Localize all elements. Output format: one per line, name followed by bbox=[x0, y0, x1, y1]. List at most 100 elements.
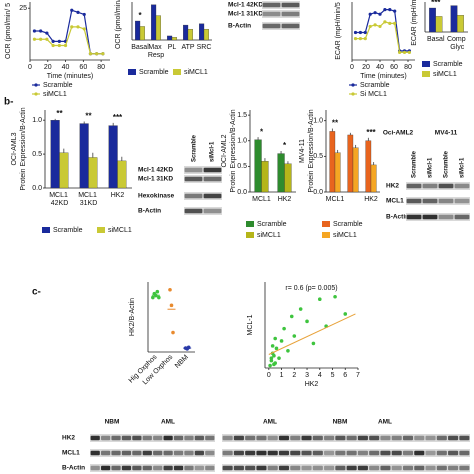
blot-band bbox=[380, 450, 391, 456]
blot-band bbox=[459, 435, 470, 441]
blot-band bbox=[281, 2, 300, 8]
blot-column-label: Scramble bbox=[444, 150, 450, 178]
x-tick-label: 80 bbox=[404, 64, 412, 71]
point bbox=[157, 295, 161, 300]
x-tick-label: Comp Glyc bbox=[447, 36, 468, 51]
point bbox=[398, 50, 402, 54]
y-tick-label: 1.0 bbox=[313, 118, 323, 125]
blot-band bbox=[205, 465, 215, 471]
blot-row-label: MCL1 bbox=[62, 450, 80, 457]
x-tick-label: 80 bbox=[97, 64, 105, 71]
point bbox=[88, 52, 93, 56]
point bbox=[282, 326, 286, 331]
blot-band bbox=[233, 465, 244, 471]
blot-band bbox=[101, 450, 111, 456]
point bbox=[279, 339, 284, 343]
blot-column-label: siMcl-1 bbox=[428, 157, 434, 178]
x-tick-label: Max Resp bbox=[148, 44, 164, 59]
blot-band bbox=[267, 465, 278, 471]
blot-band bbox=[425, 435, 436, 441]
point bbox=[268, 363, 272, 368]
legend-label: siMCL1 bbox=[43, 91, 67, 98]
blot-band bbox=[454, 183, 470, 189]
legend-symbol bbox=[173, 69, 181, 75]
blot-band bbox=[391, 435, 402, 441]
blot-band bbox=[436, 435, 447, 441]
blot-band bbox=[173, 450, 184, 456]
bar bbox=[284, 163, 292, 193]
blot-background bbox=[262, 1, 300, 9]
bar bbox=[59, 152, 69, 189]
legend-symbol bbox=[34, 83, 38, 87]
blot-band bbox=[153, 450, 163, 456]
x-tick-label: ATP bbox=[181, 44, 194, 51]
y-tick-label: 1.0 bbox=[32, 117, 42, 124]
blot-band bbox=[454, 198, 470, 204]
blot-header: AML bbox=[161, 419, 175, 426]
significance: ** bbox=[85, 112, 92, 121]
blot-band bbox=[132, 465, 142, 471]
x-tick-label: Basal bbox=[427, 36, 445, 43]
point bbox=[272, 353, 276, 358]
blot-row-label: B-Actin bbox=[62, 465, 85, 472]
y-axis-label: OCR (pmol/min/ 5 bbox=[115, 0, 122, 49]
blot-band bbox=[422, 183, 438, 189]
point bbox=[168, 287, 172, 292]
x-tick-label: SRC bbox=[197, 44, 212, 51]
blot-band bbox=[101, 435, 111, 441]
blot-background bbox=[90, 464, 215, 472]
blot-row-label: HK2 bbox=[386, 183, 399, 190]
bar bbox=[199, 23, 205, 41]
point bbox=[32, 37, 37, 41]
bar bbox=[135, 20, 141, 41]
blot-row-label: Mcl-1 31KD bbox=[138, 176, 173, 183]
blot-band bbox=[422, 214, 438, 220]
blot-band bbox=[425, 450, 436, 456]
blot-band bbox=[290, 465, 301, 471]
y-axis-label: OCR (pmol/min/ 5 bbox=[5, 3, 12, 59]
bar bbox=[435, 16, 443, 33]
blot-column-label: siMcl-1 bbox=[210, 141, 216, 162]
blot-band bbox=[459, 465, 470, 471]
x-tick-label: 20 bbox=[44, 64, 52, 71]
blot-header: AML bbox=[378, 419, 392, 426]
blot-band bbox=[406, 198, 422, 204]
blot-band bbox=[111, 435, 121, 441]
point bbox=[363, 37, 367, 41]
blot-band bbox=[194, 465, 204, 471]
blot-band bbox=[402, 435, 414, 441]
significance: *** bbox=[431, 0, 441, 7]
blot-band bbox=[163, 465, 173, 471]
blot-band bbox=[312, 450, 323, 456]
blot-band bbox=[222, 435, 233, 441]
significance: ** bbox=[332, 119, 339, 128]
blot-band bbox=[121, 450, 132, 456]
blot-band bbox=[369, 435, 380, 441]
point bbox=[368, 12, 372, 16]
blot-band bbox=[132, 450, 142, 456]
point bbox=[270, 344, 275, 348]
blot-band bbox=[233, 450, 244, 456]
point bbox=[305, 319, 309, 324]
x-tick-label: 0 bbox=[267, 372, 271, 379]
x-tick-label: HK2 bbox=[364, 196, 378, 203]
bar bbox=[370, 164, 377, 193]
blot-band bbox=[267, 435, 278, 441]
blot-band bbox=[324, 450, 335, 456]
blot-background bbox=[262, 22, 300, 30]
y-axis-label: ECAR (mpH/min/5 bbox=[411, 0, 418, 46]
x-tick-label: 4 bbox=[318, 372, 322, 379]
blot-band bbox=[369, 465, 380, 471]
point bbox=[32, 29, 37, 33]
x-tick-label: 1 bbox=[280, 372, 284, 379]
blot-band bbox=[205, 435, 215, 441]
blot-band bbox=[290, 450, 301, 456]
x-tick-label: 0 bbox=[350, 64, 354, 71]
blot-background bbox=[406, 182, 470, 190]
blot-band bbox=[111, 450, 121, 456]
blot-band bbox=[142, 435, 152, 441]
bar bbox=[167, 35, 173, 41]
bar bbox=[187, 28, 193, 41]
blot-band bbox=[301, 435, 312, 441]
blot-header: MV4-11 bbox=[435, 130, 458, 137]
